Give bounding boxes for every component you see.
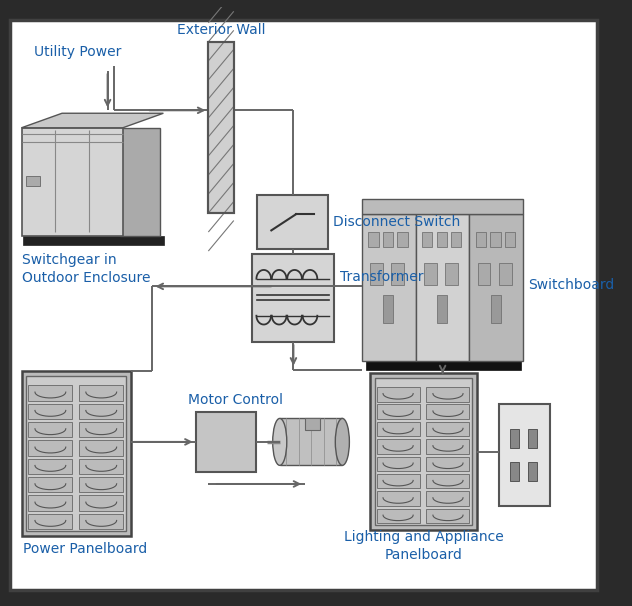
Bar: [377, 404, 420, 419]
Bar: [305, 418, 320, 430]
Bar: [446, 262, 458, 285]
Bar: [21, 371, 131, 536]
Bar: [490, 232, 501, 247]
Bar: [528, 462, 537, 481]
Bar: [252, 254, 334, 342]
Bar: [28, 513, 73, 529]
Bar: [377, 474, 420, 488]
Bar: [79, 495, 123, 511]
Bar: [120, 128, 161, 236]
Text: Disconnect Switch: Disconnect Switch: [332, 215, 460, 228]
Bar: [196, 411, 256, 472]
Bar: [362, 199, 523, 214]
Bar: [23, 236, 164, 245]
Bar: [427, 491, 470, 506]
Bar: [437, 295, 447, 322]
Bar: [427, 387, 470, 402]
Bar: [375, 378, 473, 525]
Bar: [427, 456, 470, 471]
Bar: [370, 262, 383, 285]
Bar: [28, 495, 73, 511]
Bar: [28, 477, 73, 492]
Bar: [528, 430, 537, 448]
Bar: [416, 214, 470, 361]
Text: Lighting and Appliance
Panelboard: Lighting and Appliance Panelboard: [344, 530, 504, 562]
Bar: [209, 42, 234, 213]
Bar: [491, 295, 501, 322]
Bar: [427, 508, 470, 523]
Ellipse shape: [272, 418, 287, 465]
Bar: [422, 232, 432, 247]
Bar: [478, 262, 490, 285]
Bar: [28, 385, 73, 401]
Bar: [79, 404, 123, 419]
Bar: [427, 422, 470, 436]
Bar: [28, 459, 73, 474]
Bar: [391, 262, 404, 285]
Bar: [427, 439, 470, 454]
Bar: [505, 232, 515, 247]
Polygon shape: [21, 113, 164, 128]
Bar: [28, 440, 73, 456]
Bar: [79, 440, 123, 456]
Bar: [499, 404, 550, 507]
Bar: [280, 418, 343, 465]
Bar: [209, 42, 234, 213]
Bar: [451, 232, 461, 247]
Bar: [510, 430, 519, 448]
Bar: [366, 361, 521, 370]
Bar: [499, 262, 512, 285]
Bar: [377, 422, 420, 436]
Bar: [79, 477, 123, 492]
Text: Exterior Wall: Exterior Wall: [177, 23, 265, 37]
Bar: [79, 422, 123, 438]
Ellipse shape: [336, 418, 349, 465]
Text: Power Panelboard: Power Panelboard: [23, 542, 148, 556]
Bar: [398, 232, 408, 247]
Bar: [21, 128, 123, 236]
Text: Switchgear in
Outdoor Enclosure: Switchgear in Outdoor Enclosure: [21, 253, 150, 285]
Bar: [370, 373, 477, 530]
Bar: [27, 376, 126, 531]
Bar: [79, 513, 123, 529]
Bar: [427, 474, 470, 488]
Bar: [377, 491, 420, 506]
Bar: [79, 385, 123, 401]
Text: Switchboard: Switchboard: [528, 278, 614, 292]
Text: Motor Control: Motor Control: [188, 393, 283, 407]
Bar: [28, 422, 73, 438]
Bar: [257, 195, 327, 249]
Bar: [510, 462, 519, 481]
Bar: [470, 214, 523, 361]
Bar: [27, 176, 40, 186]
Bar: [79, 459, 123, 474]
Bar: [377, 456, 420, 471]
Bar: [362, 214, 416, 361]
Bar: [437, 232, 447, 247]
Bar: [377, 439, 420, 454]
Bar: [476, 232, 486, 247]
Bar: [377, 508, 420, 523]
Bar: [377, 387, 420, 402]
Bar: [368, 232, 379, 247]
Bar: [383, 232, 393, 247]
Text: Transformer: Transformer: [341, 270, 424, 284]
Bar: [427, 404, 470, 419]
Text: Utility Power: Utility Power: [34, 44, 121, 59]
Bar: [384, 295, 393, 322]
Bar: [28, 404, 73, 419]
Bar: [424, 262, 437, 285]
